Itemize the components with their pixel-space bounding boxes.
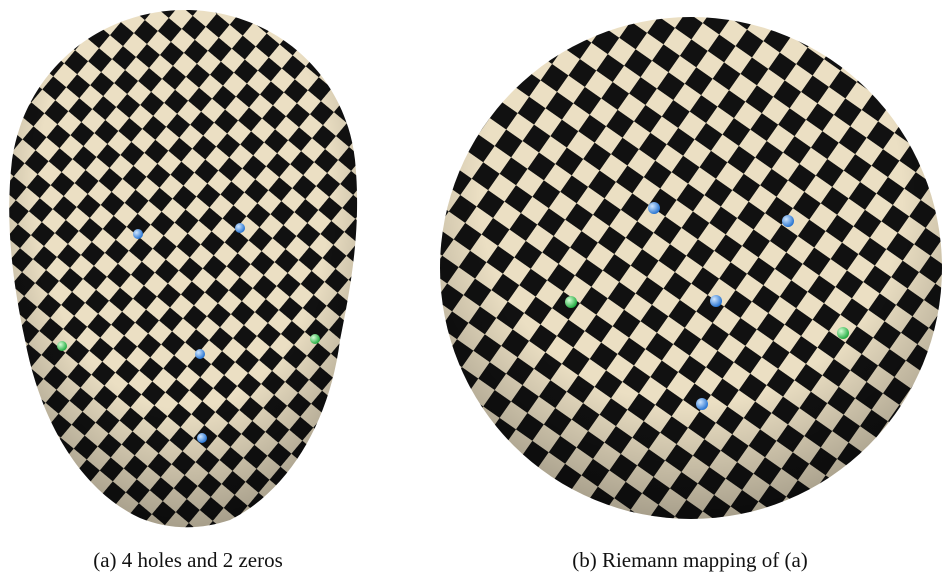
figure-images	[0, 0, 943, 540]
face-mesh	[9, 10, 357, 527]
figure: (a) 4 holes and 2 zeros (b) Riemann mapp…	[0, 0, 943, 585]
caption: (a) 4 holes and 2 zeros	[0, 548, 388, 573]
disk-map	[440, 17, 942, 519]
caption: (b) Riemann mapping of (a)	[490, 548, 890, 573]
